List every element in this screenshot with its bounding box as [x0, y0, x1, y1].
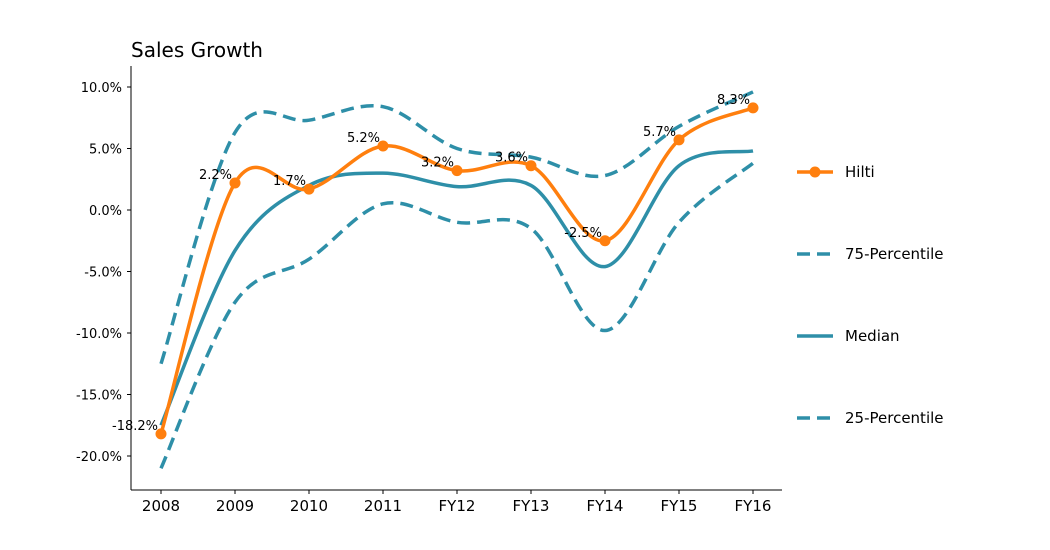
data-label-hilti: 1.7% [273, 174, 306, 189]
series-line-25-percentile [159, 161, 755, 470]
data-point-hilti [747, 102, 759, 114]
x-tick-label: 2008 [142, 497, 180, 515]
data-point-hilti [451, 165, 463, 177]
y-tick-label: -20.0% [76, 450, 122, 465]
y-tick-label: 10.0% [81, 81, 122, 96]
data-point-hilti [673, 134, 685, 146]
data-point-hilti [599, 235, 611, 247]
data-point-hilti [229, 177, 241, 189]
data-label-hilti: 2.2% [199, 168, 232, 183]
y-tick-label: 0.0% [89, 204, 122, 219]
data-label-hilti: -2.5% [564, 226, 602, 241]
legend-label-median: Median [845, 327, 900, 345]
legend-label-25-percentile: 25-Percentile [845, 409, 944, 427]
data-label-hilti: 8.3% [717, 93, 750, 108]
data-labels: -18.2% 2.2% 1.7% 5.2% 3.2% 3.6% -2.5% 5.7% 8.3% [112, 93, 750, 434]
legend: Hilti 75-Percentile Median 25-Percentile [797, 163, 944, 427]
series-layer [155, 90, 759, 470]
series-line-hilti [159, 106, 754, 435]
axes: 10.0% 5.0% 0.0% -5.0% -10.0% -15.0% -20.0% 2008… [76, 66, 782, 515]
y-tick-label: -10.0% [76, 327, 122, 342]
x-tick-label: 2009 [216, 497, 254, 515]
data-point-hilti [525, 160, 537, 172]
data-label-hilti: 5.2% [347, 131, 380, 146]
legend-label-75-percentile: 75-Percentile [845, 245, 944, 263]
y-tick-label: 5.0% [89, 143, 122, 158]
x-tick-label: FY15 [661, 497, 698, 515]
x-tick-label: FY14 [587, 497, 624, 515]
y-tick-label: -5.0% [84, 266, 122, 281]
series-line-75-percentile [159, 90, 754, 365]
legend-label-hilti: Hilti [845, 163, 875, 181]
data-point-hilti [303, 183, 315, 195]
data-label-hilti: 3.2% [421, 156, 454, 171]
data-label-hilti: -18.2% [112, 419, 158, 434]
x-tick-label: FY13 [513, 497, 550, 515]
legend-marker-hilti [809, 166, 821, 178]
data-point-hilti [377, 140, 389, 152]
x-tick-label: 2011 [364, 497, 402, 515]
series-line-median [159, 149, 754, 426]
y-tick-label: -15.0% [76, 389, 122, 404]
x-tick-label: 2010 [290, 497, 328, 515]
x-tick-label: FY12 [439, 497, 476, 515]
x-tick-label: FY16 [735, 497, 772, 515]
data-label-hilti: 3.6% [495, 151, 528, 166]
chart-title: Sales Growth [131, 38, 263, 62]
data-label-hilti: 5.7% [643, 125, 676, 140]
data-point-hilti [155, 428, 167, 440]
